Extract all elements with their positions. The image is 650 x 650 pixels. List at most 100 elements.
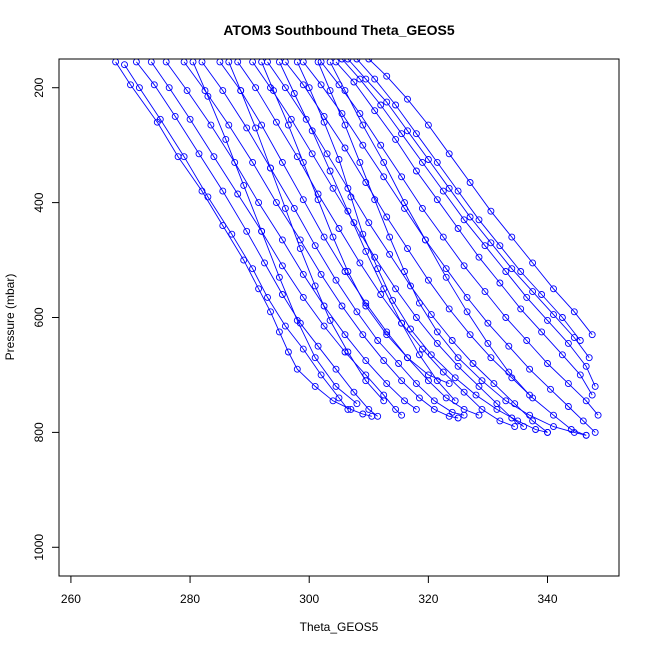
data-point	[532, 426, 540, 433]
data-point	[558, 314, 566, 321]
plot-area	[112, 59, 602, 439]
data-point	[341, 87, 349, 95]
data-point	[237, 87, 245, 95]
data-point	[359, 230, 367, 238]
data-point	[198, 59, 206, 66]
data-point	[439, 368, 447, 376]
data-point	[380, 158, 388, 166]
data-point	[395, 360, 403, 367]
data-point	[466, 179, 474, 186]
data-point	[365, 59, 373, 63]
data-point	[547, 385, 554, 393]
data-point	[278, 236, 286, 244]
data-point	[401, 199, 408, 207]
data-point	[380, 173, 388, 181]
data-point	[204, 92, 212, 100]
y-tick-label: 200	[32, 77, 46, 97]
data-point	[576, 371, 584, 379]
data-point	[365, 405, 373, 413]
data-point	[496, 417, 504, 425]
data-point	[290, 204, 298, 212]
profile-line	[278, 61, 456, 402]
profile-line	[320, 61, 599, 416]
data-point	[398, 411, 406, 419]
profile-line	[115, 61, 372, 417]
data-point	[523, 293, 531, 301]
data-point	[463, 308, 471, 316]
data-point	[412, 314, 420, 321]
data-point	[442, 265, 450, 273]
data-point	[588, 331, 596, 339]
data-point	[308, 127, 316, 135]
data-point	[267, 308, 274, 316]
data-point	[261, 259, 268, 267]
data-point	[496, 242, 504, 250]
profile-line	[356, 59, 581, 341]
data-point	[404, 245, 411, 253]
data-point	[424, 121, 432, 129]
profile-series	[180, 59, 462, 422]
profile-series	[281, 59, 590, 439]
data-point	[514, 417, 522, 425]
data-point	[341, 331, 349, 339]
data-point	[183, 87, 191, 95]
y-tick-label: 600	[32, 307, 46, 327]
data-point	[350, 78, 358, 86]
data-point	[156, 115, 164, 123]
data-point	[460, 216, 468, 224]
data-point	[421, 236, 429, 244]
data-point	[392, 101, 400, 109]
data-point	[228, 230, 236, 238]
data-point	[329, 397, 337, 405]
data-point	[365, 219, 373, 227]
data-point	[344, 348, 352, 356]
data-point	[338, 59, 346, 63]
data-point	[281, 84, 289, 92]
profile-series	[317, 59, 602, 419]
data-point	[424, 371, 432, 379]
data-point	[335, 394, 343, 402]
data-point	[550, 423, 557, 431]
data-point	[189, 59, 197, 66]
data-point	[371, 196, 379, 204]
data-point	[502, 314, 510, 321]
data-point	[460, 262, 468, 270]
data-point	[523, 337, 531, 344]
data-point	[585, 354, 593, 362]
profile-series	[326, 59, 534, 399]
data-point	[383, 213, 391, 221]
data-point	[278, 158, 286, 166]
data-point	[162, 59, 170, 66]
data-point	[427, 351, 435, 359]
data-point	[430, 397, 438, 405]
data-point	[344, 59, 352, 63]
y-tick-label: 800	[32, 422, 46, 442]
data-point	[377, 141, 385, 149]
data-point	[588, 391, 596, 399]
profile-line	[201, 61, 465, 416]
data-point	[430, 405, 438, 413]
data-point	[344, 207, 352, 215]
data-point	[338, 110, 346, 118]
data-point	[415, 351, 423, 359]
data-point	[484, 319, 492, 327]
data-point	[272, 199, 280, 207]
data-point	[445, 380, 453, 388]
data-point	[478, 377, 486, 385]
data-point	[404, 127, 411, 135]
data-point	[347, 193, 355, 201]
data-point	[475, 411, 483, 419]
data-point	[293, 365, 301, 373]
data-point	[362, 75, 370, 83]
data-point	[326, 87, 334, 95]
data-point	[240, 181, 248, 189]
profile-line	[192, 61, 358, 405]
data-point	[454, 414, 462, 422]
data-point	[469, 360, 477, 367]
data-point	[451, 374, 459, 382]
data-point	[258, 121, 266, 129]
data-point	[481, 288, 489, 296]
data-point	[275, 273, 283, 281]
data-point	[180, 153, 188, 161]
